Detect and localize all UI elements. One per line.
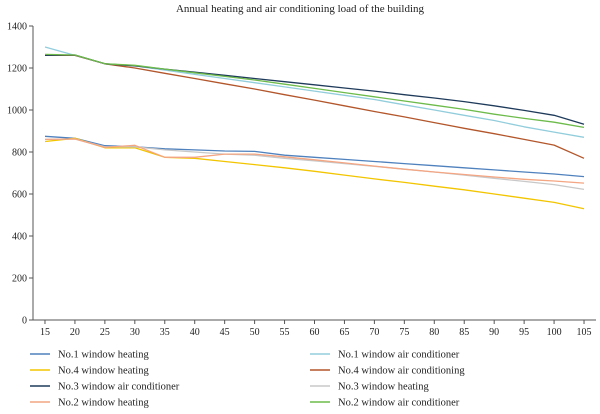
legend-label: No.4 window air conditioning — [338, 366, 465, 377]
legend-label: No.3 window heating — [338, 382, 429, 393]
axes: 0 200 400 600 800 1000 1200 1400 15 20 25 30 35 40 45 5… — [7, 22, 596, 338]
series-line-4 — [45, 54, 585, 159]
x-tick-label: 15 — [40, 327, 50, 338]
y-tick-label: 800 — [12, 148, 27, 159]
legend-label: No.2 window air conditioner — [338, 398, 460, 409]
x-tick-label: 50 — [250, 327, 260, 338]
y-tick-label: 1400 — [7, 22, 27, 33]
y-tick-label: 1000 — [7, 106, 27, 117]
series-line-6 — [44, 138, 585, 191]
x-tick-label: 20 — [70, 327, 80, 338]
x-tick-label: 60 — [310, 327, 320, 338]
x-tick-label: 25 — [100, 327, 110, 338]
series-lines — [44, 46, 585, 210]
series-line-1 — [44, 135, 585, 178]
y-tick-label: 200 — [12, 274, 27, 285]
x-tick-label: 70 — [369, 327, 379, 338]
legend-label: No.1 window heating — [58, 350, 149, 361]
x-tick-label: 100 — [547, 327, 562, 338]
x-tick-label: 35 — [160, 327, 170, 338]
x-tick-label: 65 — [339, 327, 349, 338]
legend-label: No.2 window heating — [58, 398, 149, 409]
legend-label: No.4 window heating — [58, 366, 149, 377]
x-tick-label: 75 — [399, 327, 409, 338]
x-tick-label: 80 — [429, 327, 439, 338]
x-tick-label: 45 — [220, 327, 230, 338]
legend-label: No.1 window air conditioner — [338, 350, 460, 361]
y-tick-label: 400 — [12, 232, 27, 243]
x-tick-label: 55 — [280, 327, 290, 338]
series-line-3 — [44, 137, 585, 210]
x-tick-label: 90 — [489, 327, 499, 338]
legend-label: No.3 window air conditioner — [58, 382, 180, 393]
x-tick-label: 105 — [577, 327, 592, 338]
y-tick-label: 0 — [22, 316, 27, 327]
y-tick-label: 1200 — [7, 64, 27, 75]
series-line-2 — [44, 46, 585, 138]
series-line-8 — [44, 53, 585, 129]
x-tick-label: 30 — [130, 327, 140, 338]
x-tick-label: 85 — [459, 327, 469, 338]
x-tick-label: 95 — [519, 327, 529, 338]
chart-title: Annual heating and air conditioning load… — [176, 3, 425, 15]
legend: No.1 window heating No.1 window air condi… — [30, 350, 465, 409]
series-line-7 — [44, 138, 585, 184]
y-tick-label: 600 — [12, 190, 27, 201]
x-tick-label: 40 — [190, 327, 200, 338]
